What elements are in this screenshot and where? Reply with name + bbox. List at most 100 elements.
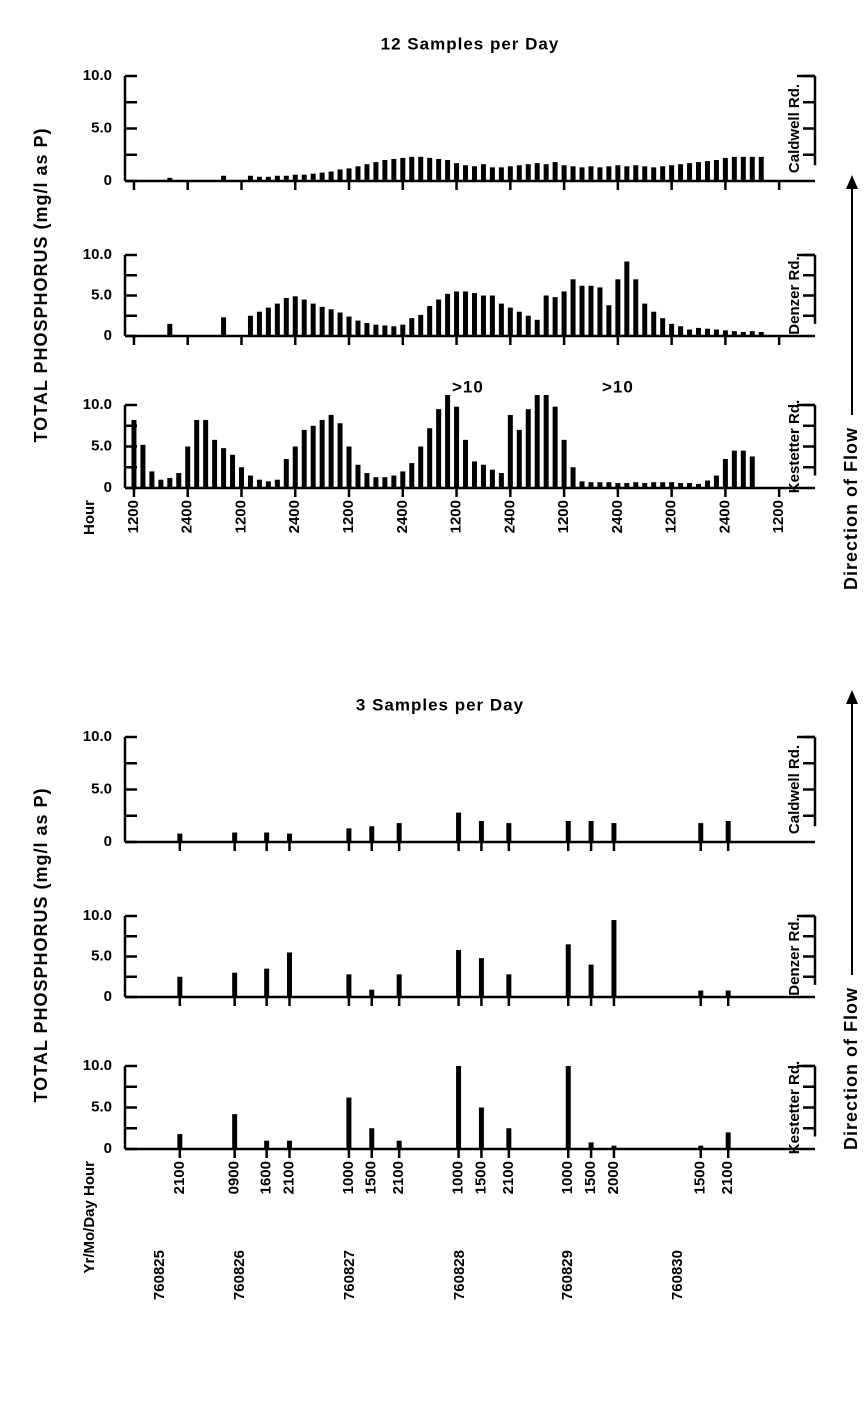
bar xyxy=(319,306,325,336)
bar xyxy=(552,162,558,181)
bar xyxy=(418,446,424,488)
bar xyxy=(606,305,612,336)
x-tick-label: 1500 xyxy=(582,1161,599,1194)
bar xyxy=(456,950,462,997)
bar xyxy=(310,425,316,488)
bar xyxy=(292,446,298,488)
y-tick-label: 10.0 xyxy=(83,728,112,745)
x-tick-label: 2400 xyxy=(716,500,733,533)
bar xyxy=(725,990,731,997)
bar xyxy=(355,166,361,181)
bar xyxy=(346,168,352,181)
x-tick-label: 1500 xyxy=(692,1161,709,1194)
bar xyxy=(382,160,388,181)
bar xyxy=(633,482,639,488)
bar xyxy=(346,1097,352,1149)
bar xyxy=(274,303,280,336)
y-tick-label: 10.0 xyxy=(83,907,112,924)
x-tick-label: 2400 xyxy=(394,500,411,533)
bar xyxy=(396,1140,402,1149)
bar xyxy=(418,314,424,336)
bar xyxy=(651,482,657,488)
bar xyxy=(731,156,737,181)
bar xyxy=(543,164,549,181)
y-tick-label: 0 xyxy=(104,479,112,496)
bar xyxy=(310,303,316,336)
bar xyxy=(611,1145,617,1149)
bar xyxy=(615,483,621,488)
x-tick-label: 1200 xyxy=(232,500,249,533)
bar xyxy=(232,832,238,842)
bar xyxy=(725,1132,731,1149)
bar xyxy=(722,458,728,488)
bar xyxy=(588,285,594,336)
bar xyxy=(731,450,737,488)
bar xyxy=(230,454,236,488)
bar xyxy=(525,315,531,336)
chart-title: 12 Samples per Day xyxy=(381,34,560,53)
bar xyxy=(570,467,576,488)
bar xyxy=(337,423,343,488)
bar xyxy=(337,312,343,336)
bar xyxy=(498,167,504,181)
bar xyxy=(203,419,209,488)
x-tick-label: 1000 xyxy=(559,1161,576,1194)
bar xyxy=(463,165,469,181)
bar xyxy=(615,165,621,181)
bar xyxy=(427,428,433,488)
bar xyxy=(212,439,218,488)
bar xyxy=(292,174,298,181)
bar xyxy=(301,174,307,181)
x-tick-label: 1200 xyxy=(448,500,465,533)
x-tick-label: 1200 xyxy=(340,500,357,533)
bar xyxy=(369,1128,375,1149)
bar xyxy=(301,299,307,336)
bar xyxy=(471,293,477,336)
station-label: Caldwell Rd. xyxy=(786,745,803,834)
bar xyxy=(445,293,451,336)
bar xyxy=(624,483,630,488)
x-tick-label: 1000 xyxy=(450,1161,467,1194)
bar xyxy=(287,833,293,842)
bar xyxy=(561,291,567,336)
bar xyxy=(478,958,484,997)
bar xyxy=(534,163,540,181)
y-tick-label: 0 xyxy=(104,327,112,344)
bar xyxy=(506,974,512,997)
bar xyxy=(445,395,451,488)
bar xyxy=(328,414,334,488)
bar xyxy=(696,327,702,336)
bar xyxy=(543,295,549,336)
bar xyxy=(436,299,442,336)
bar xyxy=(409,156,415,181)
flow-label: Direction of Flow xyxy=(841,427,861,590)
x-tick-label: 2400 xyxy=(179,500,196,533)
bar xyxy=(704,161,710,181)
station-label: Caldwell Rd. xyxy=(786,84,803,173)
bar xyxy=(565,821,571,842)
y-tick-label: 0 xyxy=(104,988,112,1005)
bar xyxy=(274,479,280,488)
bar xyxy=(346,974,352,997)
bar xyxy=(355,320,361,336)
bar xyxy=(597,167,603,181)
bar xyxy=(400,157,406,181)
bar xyxy=(740,156,746,181)
bar xyxy=(678,483,684,488)
bar xyxy=(221,317,227,336)
bar xyxy=(140,444,146,488)
bar xyxy=(678,326,684,336)
y-tick-label: 0 xyxy=(104,172,112,189)
y-tick-label: 5.0 xyxy=(91,1098,112,1115)
x-tick-label: 2100 xyxy=(390,1161,407,1194)
bar xyxy=(633,279,639,336)
bar xyxy=(740,450,746,488)
bar xyxy=(606,482,612,488)
bar xyxy=(624,261,630,336)
bar xyxy=(454,291,460,336)
bar xyxy=(373,324,379,336)
bar xyxy=(369,989,375,997)
bar xyxy=(274,175,280,181)
bar xyxy=(185,446,191,488)
bar xyxy=(543,395,549,488)
